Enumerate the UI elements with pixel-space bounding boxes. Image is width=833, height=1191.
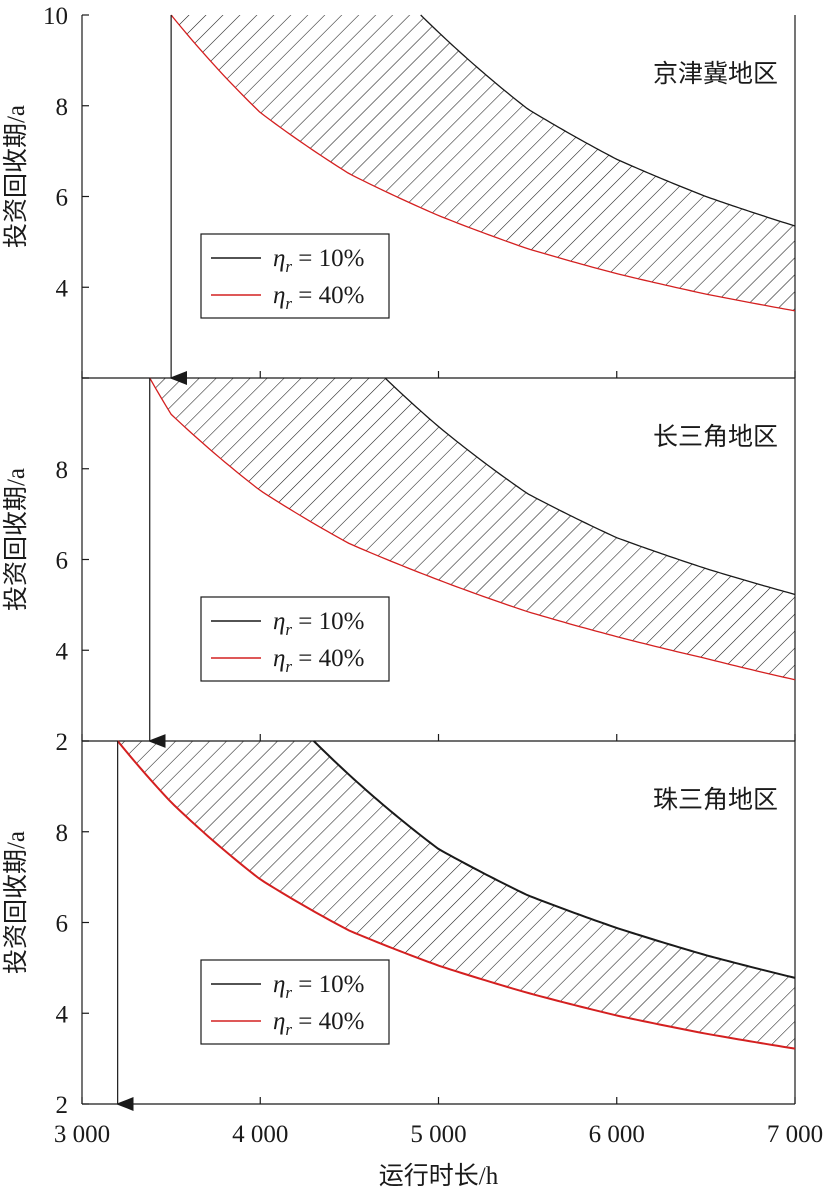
legend-label: ηr = 40% (273, 1008, 364, 1039)
legend-label: ηr = 10% (273, 245, 364, 276)
legend-label: ηr = 40% (273, 645, 364, 676)
legend-box (200, 233, 390, 319)
x-tick-label: 6 000 (589, 1121, 645, 1148)
x-axis-title: 运行时长/h (379, 1162, 499, 1190)
y-axis-title: 投资回收期/a (2, 831, 30, 974)
y-axis-title: 投资回收期/a (2, 468, 30, 611)
y-tick-label: 2 (56, 729, 69, 756)
x-tick-label: 7 000 (767, 1121, 823, 1148)
y-tick-label: 8 (56, 94, 69, 121)
hatched-region (171, 15, 795, 311)
y-tick-label: 2 (56, 1092, 69, 1119)
y-tick-label: 6 (56, 185, 69, 212)
series-line-eta40 (149, 377, 796, 681)
region-label: 京津冀地区 (653, 60, 778, 88)
y-tick-label: 4 (56, 275, 69, 302)
series-line-eta10 (313, 740, 796, 979)
hatched-region (117, 741, 795, 1049)
y-tick-label: 8 (56, 457, 69, 484)
legend-label: ηr = 10% (273, 971, 364, 1002)
region-label: 珠三角地区 (653, 786, 778, 814)
y-tick-label: 8 (56, 820, 69, 847)
y-axis-title: 投资回收期/a (2, 105, 30, 248)
y-tick-label: 4 (56, 1001, 69, 1028)
y-tick-label: 6 (56, 548, 69, 575)
region-label: 长三角地区 (653, 423, 778, 451)
y-tick-label: 4 (56, 638, 69, 665)
series-line-eta40 (116, 740, 796, 1050)
y-tick-label: 10 (43, 3, 68, 30)
series-line-eta10 (420, 14, 796, 227)
hatched-region (149, 378, 796, 680)
x-tick-label: 4 000 (232, 1121, 288, 1148)
x-tick-label: 3 000 (54, 1121, 110, 1148)
legend-box (200, 959, 390, 1045)
x-tick-label: 5 000 (410, 1121, 466, 1148)
y-tick-label: 6 (56, 911, 69, 938)
series-line-eta40 (170, 14, 796, 312)
series-line-eta10 (384, 377, 796, 596)
legend-label: ηr = 40% (273, 282, 364, 313)
legend-label: ηr = 10% (273, 608, 364, 639)
legend-box (200, 596, 390, 682)
